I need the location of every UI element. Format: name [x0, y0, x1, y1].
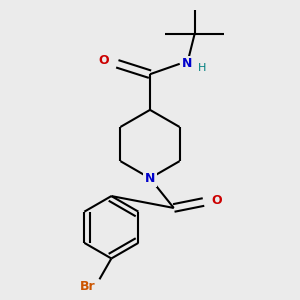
Text: N: N — [145, 172, 155, 185]
Text: H: H — [198, 63, 206, 73]
Text: O: O — [99, 54, 109, 67]
Text: O: O — [212, 194, 222, 207]
Text: N: N — [182, 57, 192, 70]
Text: Br: Br — [80, 280, 95, 293]
